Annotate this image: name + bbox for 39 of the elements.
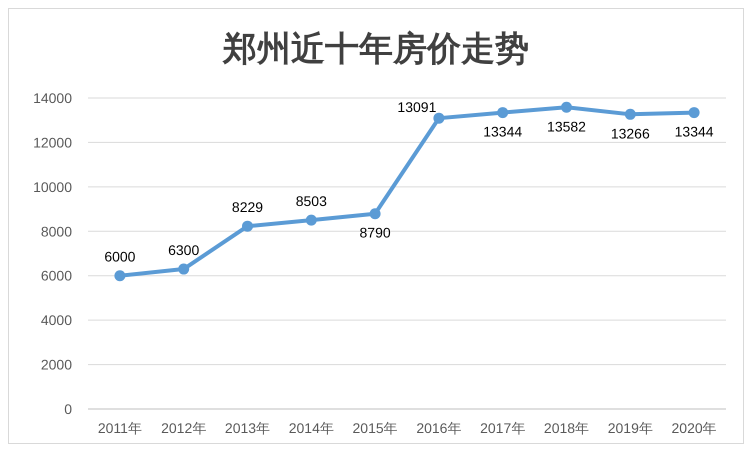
point: [624, 108, 636, 120]
data-label: 6000: [104, 248, 136, 265]
x-tick-label: 2016年: [416, 420, 462, 436]
data-label: 8229: [232, 199, 264, 216]
y-tick-label: 14000: [33, 90, 72, 106]
point: [242, 220, 253, 232]
point: [433, 112, 444, 124]
y-tick-label: 10000: [33, 178, 72, 195]
x-tick-label: 2019年: [608, 420, 653, 436]
data-label: 13344: [483, 124, 522, 140]
x-tick-label: 2012年: [161, 420, 206, 436]
x-tick-label: 2014年: [288, 420, 334, 436]
data-label: 8503: [296, 193, 328, 210]
data-label: 13582: [547, 118, 586, 134]
y-tick-label: 8000: [40, 223, 72, 240]
x-tick-label: 2018年: [544, 420, 590, 436]
point: [114, 270, 126, 282]
data-label: 13266: [610, 125, 650, 142]
point: [306, 214, 317, 226]
y-tick-label: 6000: [40, 268, 72, 284]
y-tick-label: 0: [64, 401, 72, 417]
y-tick-label: 4000: [40, 312, 72, 328]
x-tick-label: 2013年: [224, 420, 270, 436]
point: [688, 107, 700, 118]
point: [370, 208, 381, 220]
x-tick-label: 2011年: [98, 420, 142, 436]
data-label: 8790: [360, 224, 391, 241]
data-label: 13344: [674, 124, 714, 140]
data-label: 6300: [168, 242, 200, 258]
point: [178, 264, 190, 275]
x-tick-label: 2017年: [480, 420, 526, 436]
chart-title: 郑州近十年房价走势: [222, 29, 529, 69]
data-label: 13091: [397, 99, 437, 116]
y-tick-label: 2000: [40, 356, 72, 373]
point: [497, 107, 508, 118]
x-tick-label: 2020年: [672, 420, 717, 436]
x-tick-label: 2015年: [352, 420, 398, 436]
y-tick-label: 12000: [33, 134, 72, 150]
point: [561, 102, 572, 113]
